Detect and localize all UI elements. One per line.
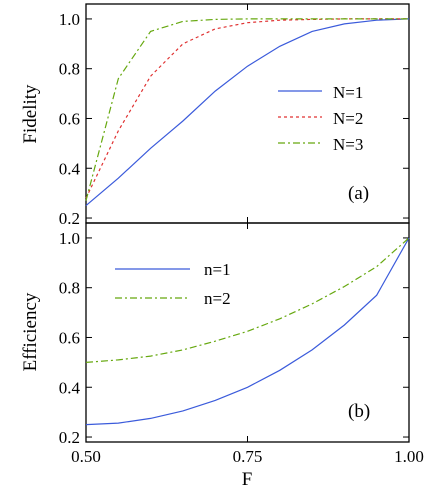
x-tick-label: 1.00 (394, 447, 424, 466)
panel-a-series-N1-line (85, 18, 410, 207)
panel-a-ylabel: Fidelity (20, 84, 41, 144)
panel-a-ytick-label: 1.0 (59, 10, 80, 29)
legend-label-N3: N=3 (333, 135, 363, 154)
legend-label-N2: N=2 (333, 109, 363, 128)
panel-a-series-N2-line (85, 18, 409, 199)
legend-label-N1: N=1 (333, 83, 363, 102)
panel-b-series-n1-line (85, 237, 410, 426)
legend-label-n2: n=2 (204, 289, 231, 308)
panel-b-ytick-label: 0.8 (59, 279, 80, 298)
panel-b-series-n2-line (85, 237, 410, 363)
x-axis-title: F (242, 469, 253, 490)
panel-b-ytick-label: 0.2 (59, 428, 80, 447)
panel-b-ytick-label: 0.6 (59, 328, 80, 347)
panel-a-ytick-label: 0.6 (59, 109, 80, 128)
x-tick-label: 0.50 (71, 447, 101, 466)
panel-a-series-N3-line (85, 18, 409, 201)
panel-b-ytick-label: 0.4 (59, 378, 81, 397)
panel-b-tag: (b) (348, 401, 370, 422)
x-tick-label: 0.75 (233, 447, 263, 466)
panel-a-ytick-label: 0.8 (59, 60, 80, 79)
panel-a-ytick-label: 0.2 (59, 209, 80, 228)
panel-b-ylabel: Efficiency (20, 292, 41, 371)
legend-label-n1: n=1 (204, 260, 231, 279)
panel-a-tag: (a) (348, 183, 369, 204)
panel-b-ytick-label: 1.0 (59, 229, 80, 248)
panel-a-ytick-label: 0.4 (59, 159, 81, 178)
